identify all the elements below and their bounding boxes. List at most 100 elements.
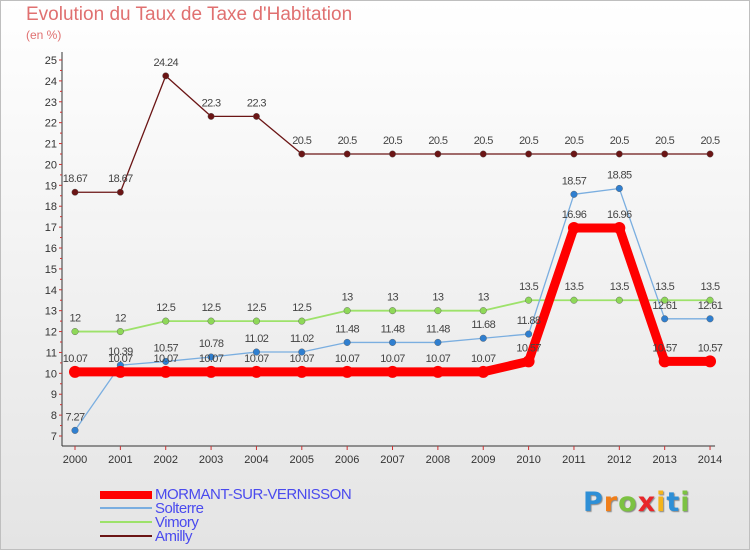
y-tick-label: 13	[45, 306, 57, 318]
legend-swatch-amilly	[100, 535, 152, 537]
data-point-amilly	[162, 72, 170, 80]
data-point-mormant	[431, 365, 444, 378]
legend-label-mormant: MORMANT-SUR-VERNISSON	[155, 486, 352, 503]
data-label-amilly: 20.5	[292, 135, 311, 147]
data-label-mormant: 16.96	[607, 209, 632, 221]
y-tick-label: 21	[45, 139, 57, 151]
data-point-mormant	[704, 355, 717, 368]
x-tick-label: 2003	[199, 454, 223, 466]
data-point-amilly	[479, 150, 487, 158]
data-label-vimory: 12	[115, 313, 127, 325]
y-tick-label: 16	[45, 243, 57, 255]
data-point-solterre	[570, 190, 578, 198]
logo-letter: i	[656, 487, 667, 518]
data-point-solterre	[298, 348, 306, 356]
data-label-solterre: 11.02	[290, 333, 314, 345]
data-label-solterre: 7.27	[65, 411, 84, 423]
data-point-amilly	[343, 150, 351, 158]
data-label-solterre: 10.57	[153, 342, 178, 354]
y-tick-label: 24	[45, 76, 57, 88]
data-point-mormant	[386, 365, 399, 378]
data-label-vimory: 13.5	[655, 281, 674, 293]
data-point-amilly	[116, 188, 124, 196]
chart-title: Evolution du Taux de Taxe d'Habitation	[26, 4, 353, 25]
data-label-amilly: 20.5	[519, 135, 538, 147]
data-point-amilly	[253, 113, 260, 120]
data-label-vimory: 13	[387, 292, 399, 304]
data-label-mormant: 10.07	[63, 353, 88, 365]
x-tick-label: 2000	[63, 454, 87, 466]
legend-swatch-mormant	[100, 491, 152, 499]
data-label-solterre: 11.02	[245, 333, 269, 345]
data-point-solterre	[706, 315, 714, 323]
y-tick-label: 20	[45, 159, 57, 171]
data-label-vimory: 13	[478, 292, 490, 304]
data-labels: 18.67 18.67 24.24 22.3 22.3 20.5 20.5 20.5 20.5 2…	[63, 57, 724, 423]
data-point-vimory	[162, 317, 170, 325]
data-label-amilly: 20.5	[428, 135, 447, 147]
x-tick-label: 2009	[471, 454, 495, 466]
data-point-amilly	[207, 113, 215, 120]
data-label-amilly: 22.3	[247, 97, 266, 109]
data-label-mormant: 10.07	[471, 353, 496, 365]
data-label-solterre: 10.39	[108, 346, 133, 358]
data-point-solterre	[343, 338, 351, 346]
data-label-vimory: 13	[342, 292, 354, 304]
data-point-amilly	[71, 188, 79, 196]
data-label-amilly: 18.67	[108, 173, 133, 185]
data-label-solterre: 12.61	[698, 300, 723, 312]
data-label-amilly: 20.5	[610, 135, 629, 147]
logo-letter: P	[583, 487, 604, 518]
data-label-vimory: 12.5	[202, 302, 221, 314]
data-point-mormant	[295, 365, 308, 378]
logo-letter: t	[666, 487, 681, 518]
legend-swatch-solterre	[100, 507, 152, 509]
y-tick-label: 14	[45, 285, 57, 297]
data-point-amilly	[389, 150, 396, 158]
data-point-mormant	[205, 365, 218, 378]
data-point-vimory	[615, 296, 623, 304]
data-label-mormant: 10.57	[516, 342, 541, 354]
data-point-mormant	[341, 365, 354, 378]
x-tick-label: 2005	[290, 454, 314, 466]
data-label-vimory: 13.5	[610, 281, 629, 293]
data-point-vimory	[706, 296, 714, 304]
data-label-solterre: 11.48	[381, 323, 405, 335]
data-label-solterre: 11.48	[426, 323, 450, 335]
data-label-vimory: 12.5	[156, 302, 175, 314]
data-point-vimory	[252, 317, 260, 325]
data-point-solterre	[661, 315, 669, 323]
data-label-mormant: 10.07	[153, 353, 178, 365]
data-label-amilly: 20.5	[564, 135, 583, 147]
y-tick-label: 23	[45, 97, 57, 109]
data-label-solterre: 11.48	[335, 323, 359, 335]
data-label-vimory: 13.5	[564, 281, 583, 293]
data-point-mormant	[567, 221, 580, 234]
data-label-vimory: 12	[69, 313, 81, 325]
legend-label-solterre: Solterre	[155, 500, 204, 517]
data-label-solterre: 10.78	[199, 338, 224, 350]
data-label-amilly: 20.5	[655, 135, 674, 147]
data-label-mormant: 10.07	[380, 353, 405, 365]
data-label-vimory: 13	[432, 292, 444, 304]
y-tick-label: 8	[51, 410, 57, 422]
data-label-mormant: 10.07	[108, 353, 133, 365]
proxiti-logo: Proxiti	[583, 487, 691, 518]
data-point-amilly	[661, 150, 669, 158]
y-tick-label: 12	[45, 327, 57, 339]
data-label-mormant: 10.07	[290, 353, 315, 365]
data-point-vimory	[525, 296, 533, 304]
data-point-amilly	[525, 150, 532, 158]
data-point-mormant	[114, 365, 127, 378]
data-point-vimory	[343, 307, 351, 315]
y-tick-label: 11	[46, 347, 57, 359]
data-point-amilly	[706, 150, 714, 158]
data-label-vimory: 12.5	[292, 302, 311, 314]
data-point-mormant	[522, 355, 535, 368]
data-point-amilly	[434, 150, 442, 158]
y-tick-label: 9	[51, 389, 57, 401]
y-tick-label: 22	[45, 118, 57, 130]
data-label-solterre: 11.88	[517, 315, 541, 327]
data-point-solterre	[434, 338, 442, 346]
